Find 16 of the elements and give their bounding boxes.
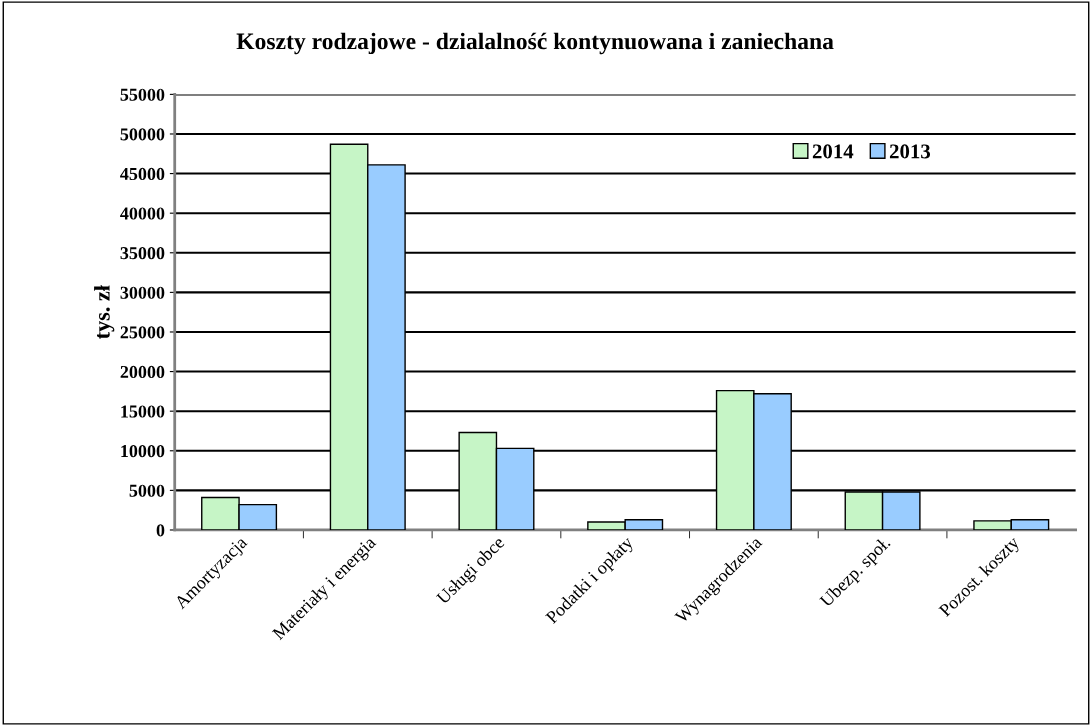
y-tick-label: 25000 xyxy=(120,326,165,339)
y-tick-label: 5000 xyxy=(129,484,165,497)
y-tick-label: 35000 xyxy=(120,247,165,260)
y-axis-title: tys. zł xyxy=(94,285,115,339)
chart-title: Koszty rodzajowe - dzialalność kontynuowana i zaniechana xyxy=(236,32,834,55)
y-tick-label: 15000 xyxy=(121,405,165,418)
y-tick-label: 55000 xyxy=(120,88,165,101)
y-tick-label: 20000 xyxy=(120,365,165,379)
legend-label: 2014 xyxy=(812,144,854,159)
y-tick-label: 50000 xyxy=(120,128,165,141)
y-tick-label: 40000 xyxy=(120,207,165,220)
y-tick-label: 30000 xyxy=(120,286,165,299)
legend-label: 2013 xyxy=(889,144,931,159)
y-tick-label: 0 xyxy=(156,524,165,537)
y-tick-label: 10000 xyxy=(121,445,165,458)
y-tick-label: 45000 xyxy=(120,167,165,181)
